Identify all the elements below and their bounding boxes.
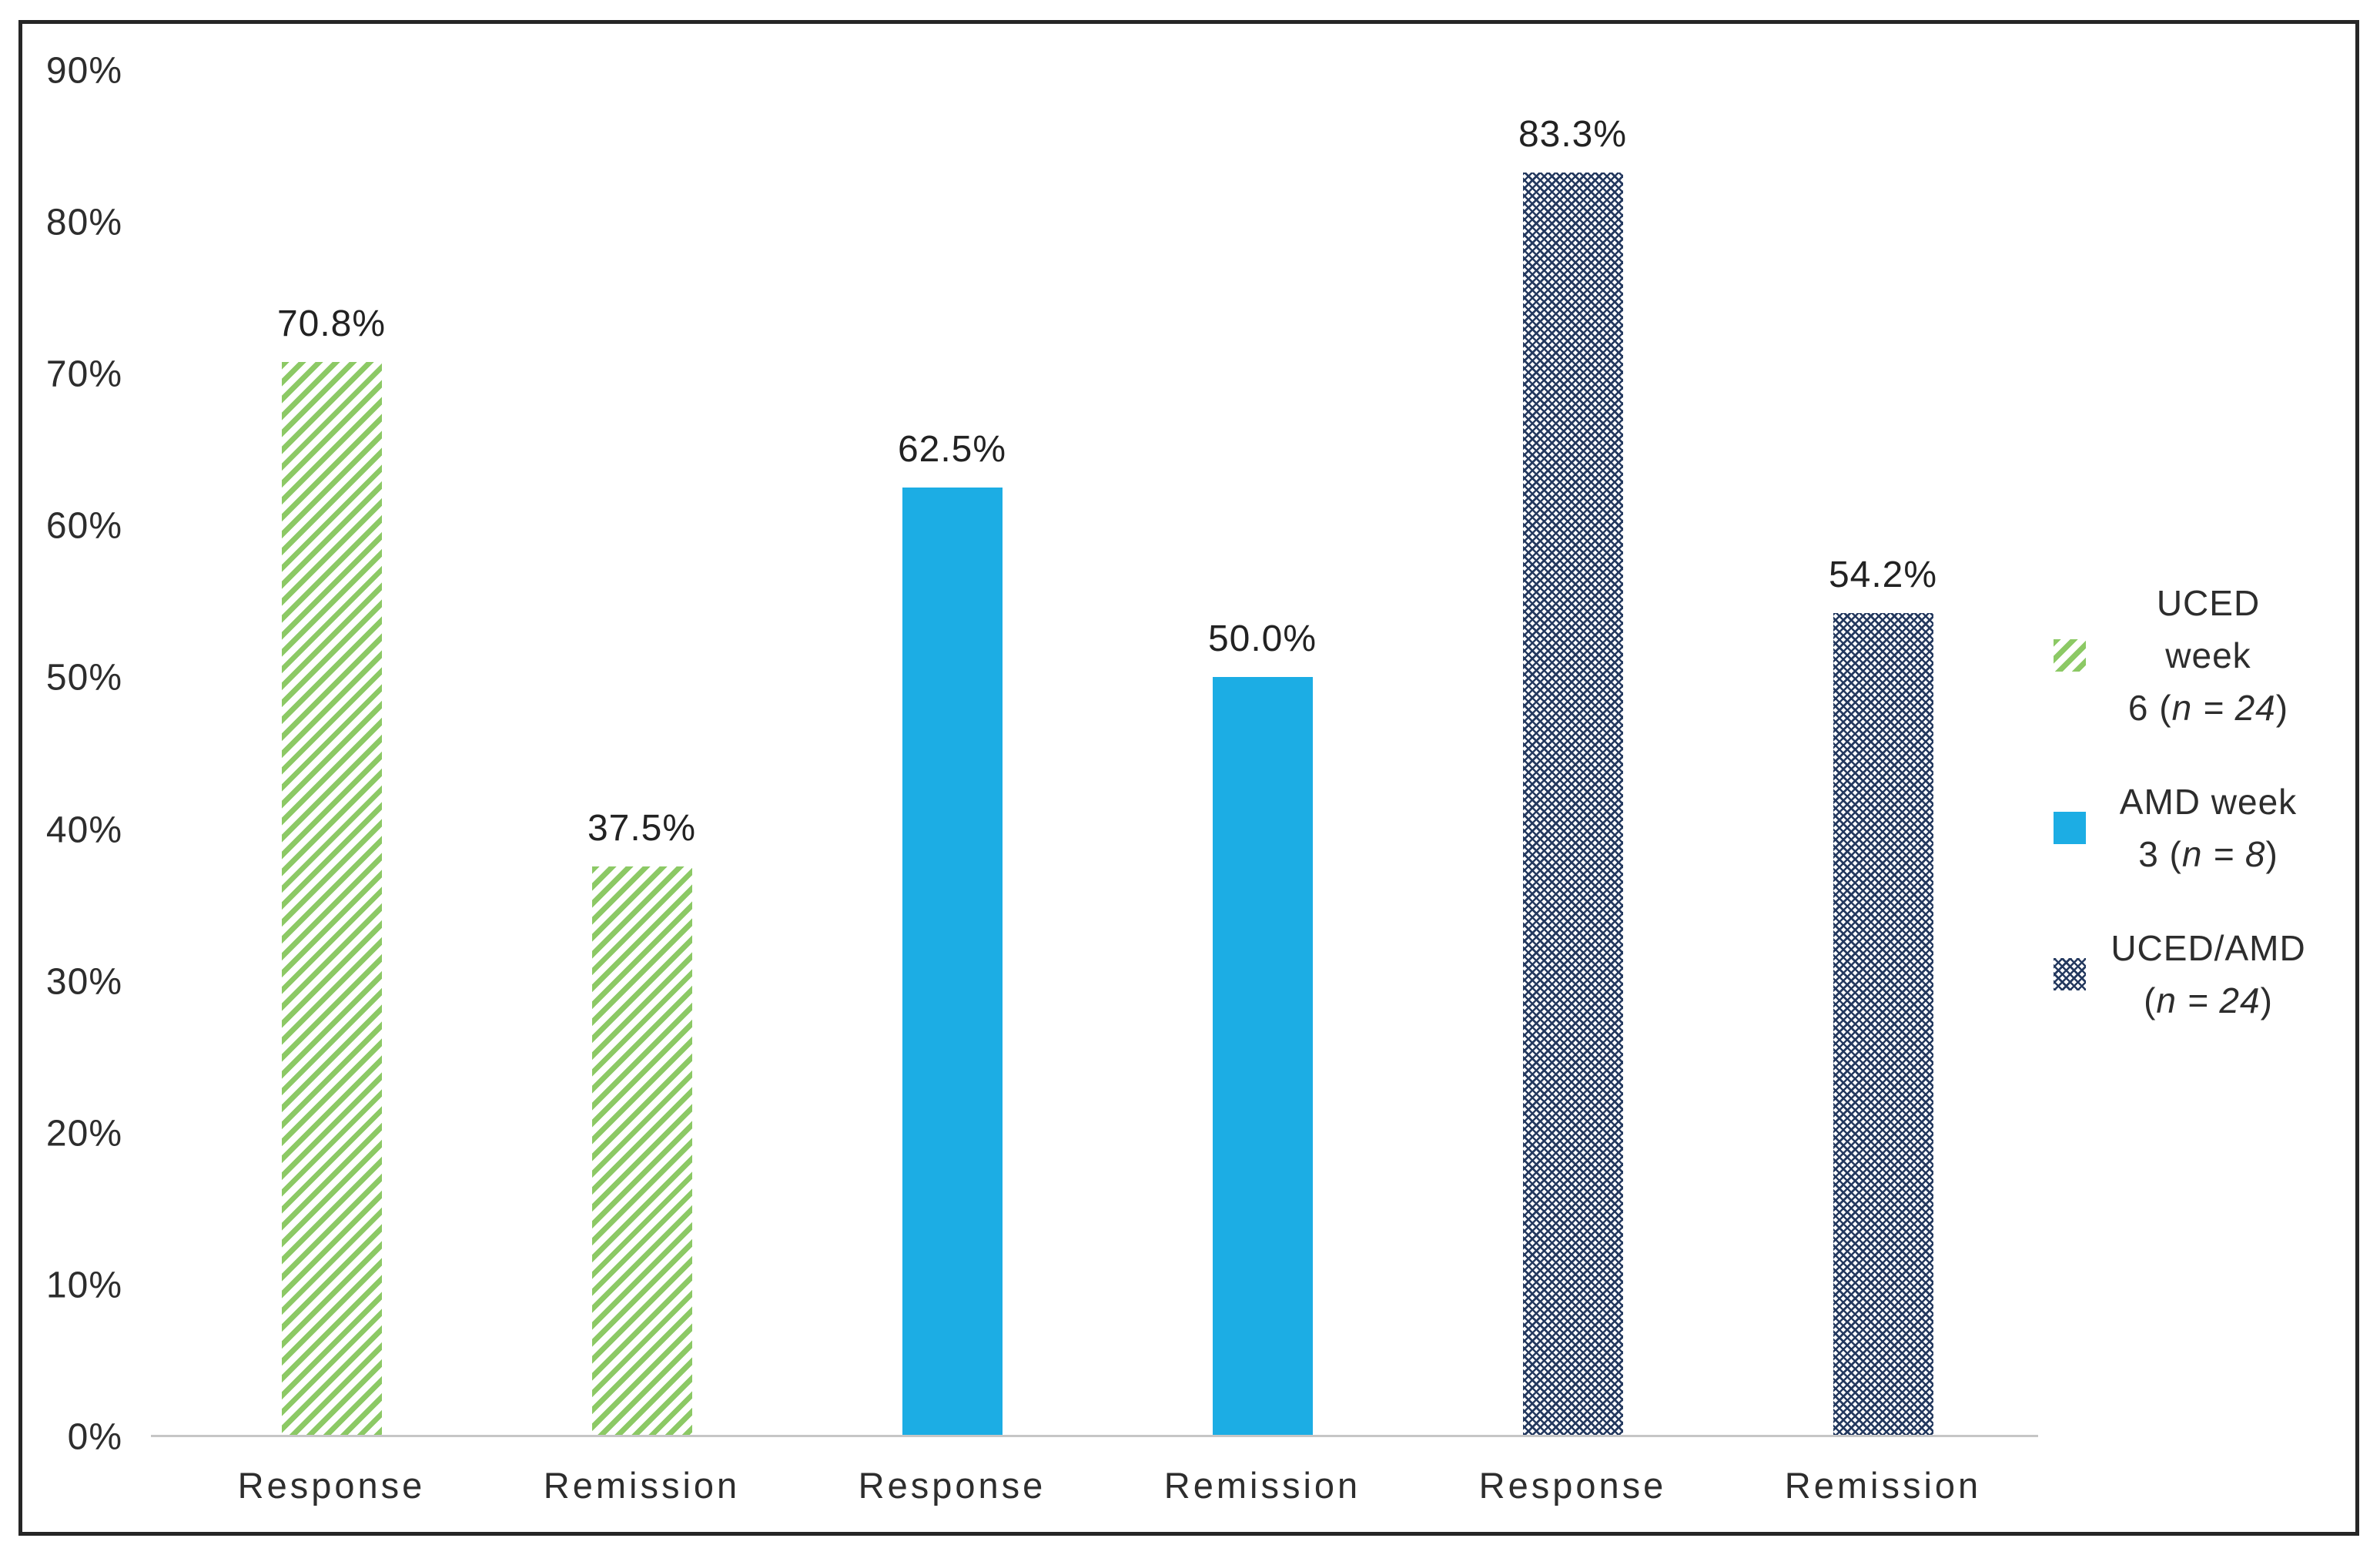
category-slot: 83.3% Response xyxy=(1418,71,1728,1506)
bar-value-label: 70.8% xyxy=(276,303,387,344)
x-axis-category-label: Remission xyxy=(1784,1465,1982,1506)
legend-entry-amd-week-3: AMD week 3 (n = 8) xyxy=(2026,776,2334,880)
y-tick-label: 80% xyxy=(45,202,122,243)
bar: 62.5% xyxy=(898,429,1006,1435)
legend-label-line1: UCED/AMD xyxy=(2111,928,2306,968)
bar-value-label: 37.5% xyxy=(587,808,697,850)
y-tick-label: 60% xyxy=(45,505,122,547)
bar-value-label: 62.5% xyxy=(897,429,1007,471)
bar: 70.8% xyxy=(277,303,385,1435)
figure-frame: 90% 80% 70% 60% 50% 40% 30% 20% 10% 0% 70.8% Respo… xyxy=(18,20,2359,1536)
y-tick-label: 10% xyxy=(45,1265,122,1306)
y-axis: 90% 80% 70% 60% 50% 40% 30% 20% 10% 0% xyxy=(30,51,122,1458)
y-tick-label: 40% xyxy=(45,809,122,851)
x-axis-category-label: Remission xyxy=(1163,1465,1361,1506)
bar: 83.3% xyxy=(1518,114,1626,1435)
y-tick-label: 90% xyxy=(45,50,122,92)
plot-area: 70.8% Response 37.5% Remission 62.5% Response… xyxy=(151,71,2038,1506)
x-axis-category-label: Remission xyxy=(543,1465,741,1506)
bar: 50.0% xyxy=(1208,618,1316,1435)
legend-label-line1: AMD week xyxy=(2119,782,2298,822)
legend-label-line2: 6 (n = 24) xyxy=(2127,688,2289,728)
bar-value-label: 50.0% xyxy=(1207,618,1317,660)
legend-label: UCED week 6 (n = 24) xyxy=(2111,577,2306,734)
legend-label: AMD week 3 (n = 8) xyxy=(2111,776,2306,880)
bar-value-label: 54.2% xyxy=(1828,555,1938,596)
bar: 54.2% xyxy=(1829,555,1936,1435)
y-tick-label: 0% xyxy=(67,1416,122,1458)
bar-value-label: 83.3% xyxy=(1518,113,1628,155)
y-tick-label: 50% xyxy=(45,657,122,699)
y-tick-label: 70% xyxy=(45,354,122,395)
legend-label-line1: UCED week xyxy=(2156,583,2261,675)
legend-label-line2: 3 (n = 8) xyxy=(2138,834,2278,874)
category-slot: 37.5% Remission xyxy=(487,71,797,1506)
category-slot: 62.5% Response xyxy=(797,71,1107,1506)
y-tick-label: 20% xyxy=(45,1113,122,1154)
green-hatch-swatch-icon xyxy=(2054,639,2086,672)
legend-entry-uced-amd: UCED/AMD (n = 24) xyxy=(2026,922,2334,1027)
x-axis-category-label: Response xyxy=(1478,1465,1667,1506)
category-slot: 70.8% Response xyxy=(176,71,487,1506)
legend-label-line2: (n = 24) xyxy=(2144,980,2273,1020)
x-axis-category-label: Response xyxy=(237,1465,426,1506)
blue-solid-swatch-icon xyxy=(2054,812,2086,844)
x-axis-category-label: Response xyxy=(858,1465,1046,1506)
category-slot: 50.0% Remission xyxy=(1107,71,1418,1506)
legend-entry-uced-week-6: UCED week 6 (n = 24) xyxy=(2026,577,2334,734)
y-tick-label: 30% xyxy=(45,961,122,1003)
bar: 37.5% xyxy=(587,808,695,1435)
legend-label: UCED/AMD (n = 24) xyxy=(2111,922,2306,1027)
legend: UCED week 6 (n = 24) AMD week 3 (n = 8) … xyxy=(2026,577,2334,1027)
category-slot: 54.2% Remission xyxy=(1728,71,2038,1506)
navy-crosshatch-swatch-icon xyxy=(2054,958,2086,990)
